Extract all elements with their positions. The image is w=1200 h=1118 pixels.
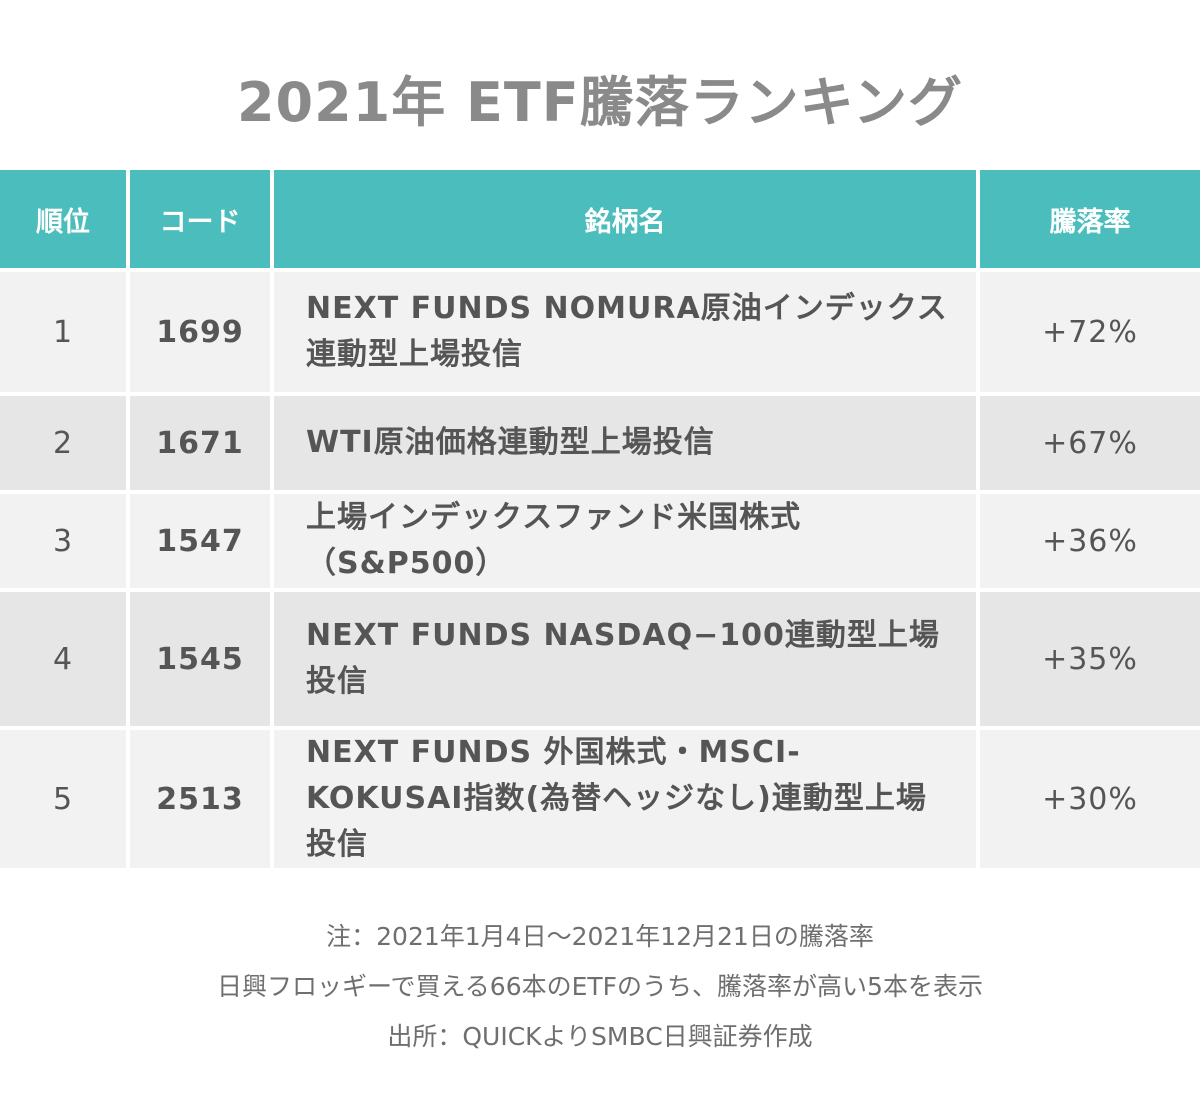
footnotes: 注：2021年1月4日〜2021年12月21日の騰落率 日興フロッギーで買える6… bbox=[0, 912, 1200, 1062]
ranking-table: 順位 コード 銘柄名 騰落率 1 1699 NEXT FUNDS NOMURA原… bbox=[0, 170, 1200, 868]
code-cell: 1671 bbox=[126, 392, 272, 492]
rank-cell: 4 bbox=[0, 588, 128, 728]
table-row: 1 1699 NEXT FUNDS NOMURA原油インデックス連動型上場投信 … bbox=[0, 268, 1200, 394]
change-cell: +30% bbox=[976, 726, 1200, 868]
note-selection: 日興フロッギーで買える66本のETFのうち、騰落率が高い5本を表示 bbox=[217, 972, 983, 1001]
change-cell: +72% bbox=[976, 268, 1200, 394]
table-row: 5 2513 NEXT FUNDS 外国株式・MSCI-KOKUSAI指数(為替… bbox=[0, 726, 1200, 868]
header-change: 騰落率 bbox=[976, 170, 1200, 270]
rank-cell: 2 bbox=[0, 392, 128, 492]
fund-name-cell: 上場インデックスファンド米国株式（S&P500） bbox=[270, 490, 978, 590]
fund-name-cell: NEXT FUNDS 外国株式・MSCI-KOKUSAI指数(為替ヘッジなし)連… bbox=[270, 726, 978, 868]
table-row: 2 1671 WTI原油価格連動型上場投信 +67% bbox=[0, 392, 1200, 492]
fund-name-cell: WTI原油価格連動型上場投信 bbox=[270, 392, 978, 492]
code-cell: 1699 bbox=[126, 268, 272, 394]
page-title: 2021年 ETF騰落ランキング bbox=[236, 71, 964, 134]
header-code: コード bbox=[126, 170, 272, 270]
change-cell: +35% bbox=[976, 588, 1200, 728]
rank-cell: 5 bbox=[0, 726, 128, 868]
header-name: 銘柄名 bbox=[270, 170, 978, 270]
note-source: 出所：QUICKよりSMBC日興証券作成 bbox=[387, 1022, 813, 1051]
rank-cell: 1 bbox=[0, 268, 128, 394]
note-period: 注：2021年1月4日〜2021年12月21日の騰落率 bbox=[326, 922, 874, 951]
table-row: 3 1547 上場インデックスファンド米国株式（S&P500） +36% bbox=[0, 490, 1200, 590]
rank-cell: 3 bbox=[0, 490, 128, 590]
code-cell: 1547 bbox=[126, 490, 272, 590]
change-cell: +67% bbox=[976, 392, 1200, 492]
header-rank: 順位 bbox=[0, 170, 128, 270]
table-header-row: 順位 コード 銘柄名 騰落率 bbox=[0, 170, 1200, 270]
fund-name-cell: NEXT FUNDS NASDAQ−100連動型上場投信 bbox=[270, 588, 978, 728]
fund-name-cell: NEXT FUNDS NOMURA原油インデックス連動型上場投信 bbox=[270, 268, 978, 394]
code-cell: 2513 bbox=[126, 726, 272, 868]
table-row: 4 1545 NEXT FUNDS NASDAQ−100連動型上場投信 +35% bbox=[0, 588, 1200, 728]
change-cell: +36% bbox=[976, 490, 1200, 590]
code-cell: 1545 bbox=[126, 588, 272, 728]
